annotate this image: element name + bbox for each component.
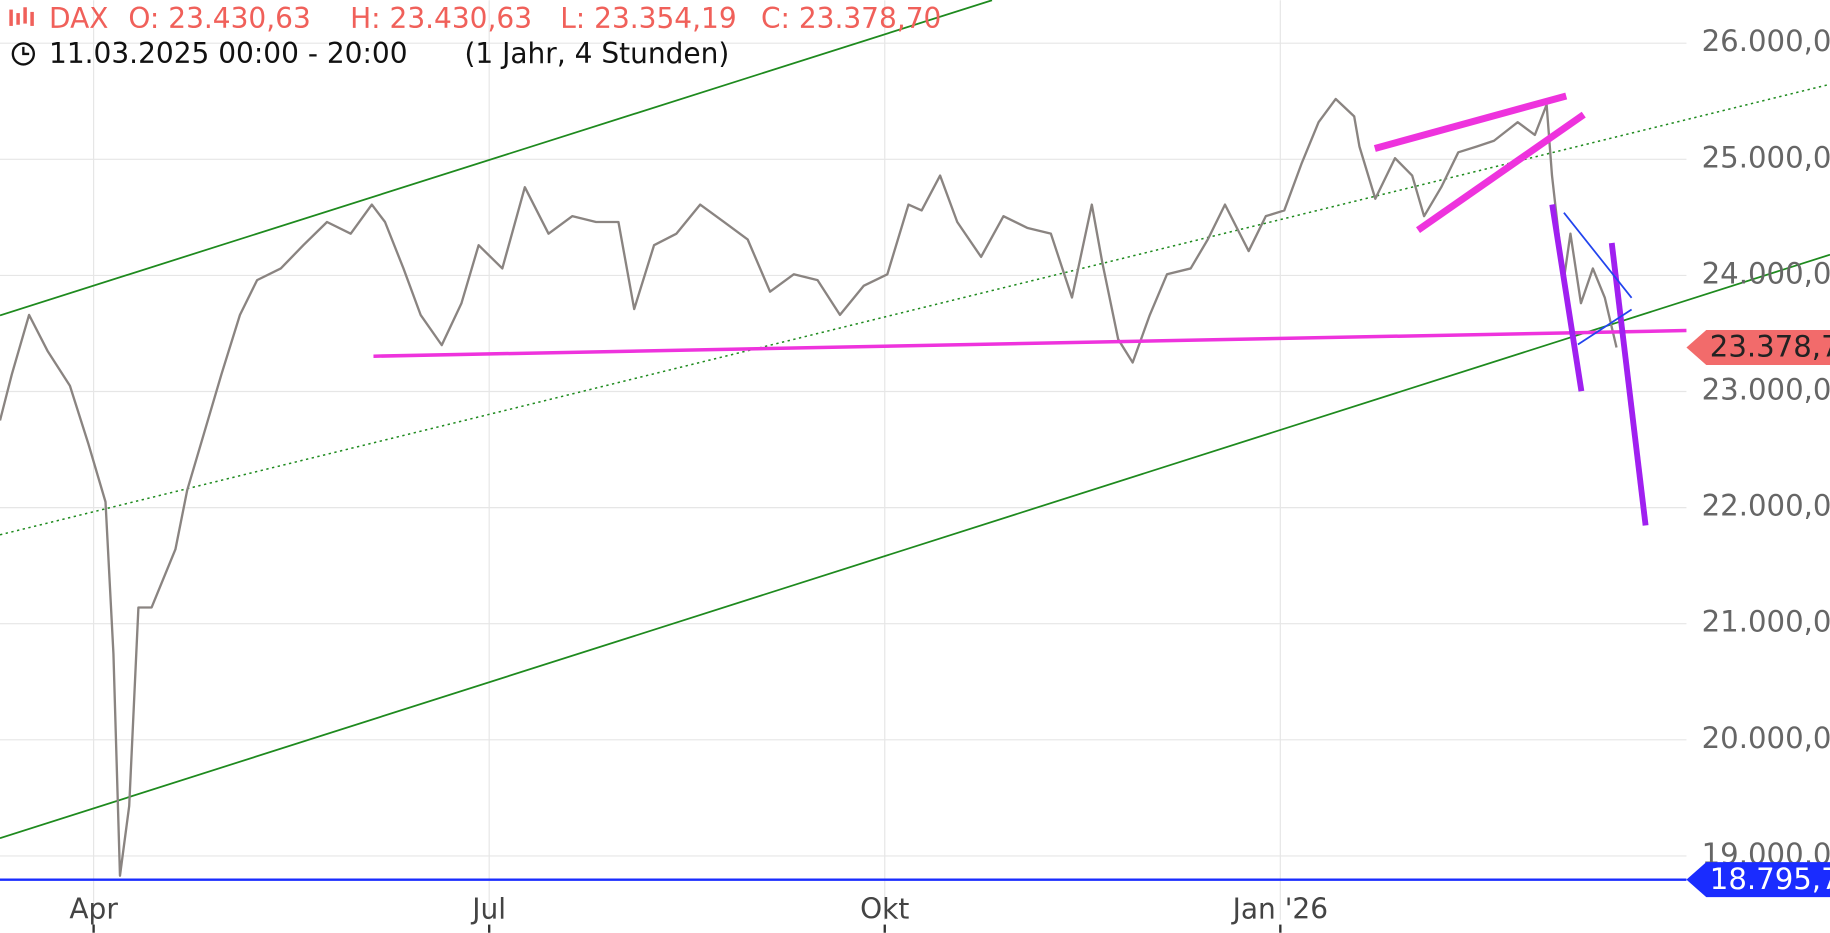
support-line [373,328,1687,358]
ohlc-low: L: 23.354,19 [560,2,736,35]
price-tag-label: 18.795,7 [1710,862,1830,896]
y-tick-label: 20.000,00 [1702,721,1830,755]
channel-upper [0,0,993,317]
price-tag [1686,330,1830,366]
y-tick-label: 22.000,00 [1702,489,1830,523]
candle-icon [9,7,34,26]
wedge-lower [1416,111,1586,234]
x-tick-label: Okt [860,893,909,926]
y-tick-label: 23.000,00 [1702,373,1830,407]
channel-lower [0,253,1830,840]
drawings [0,0,1830,840]
x-tick-label: Jan '26 [1231,893,1328,926]
price-tag-label: 23.378,70 [1710,330,1830,364]
pennant-line [1563,212,1633,299]
target-line [1608,242,1649,526]
date-range: 11.03.2025 00:00 - 20:00 [49,37,408,70]
grid [0,0,1687,920]
ohlc-high: H: 23.430,63 [350,2,532,35]
symbol: DAX [49,2,108,35]
y-tick-label: 21.000,00 [1702,605,1830,639]
plot [0,97,1687,881]
ohlc-close: C: 23.378,70 [761,2,941,35]
y-tick-label: 26.000,00 [1702,24,1830,58]
clock-hands [22,46,30,56]
price-tag [1686,862,1830,898]
price-line [0,97,1618,877]
channel-mid [0,83,1830,536]
x-tick-label: Apr [69,893,118,926]
axes: 19.000,0020.000,0021.000,0022.000,0023.0… [69,24,1830,933]
wedge-upper [1373,92,1568,152]
target-line [1549,204,1585,392]
y-tick-label: 25.000,00 [1702,140,1830,174]
annotations [373,92,1687,526]
y-tick-label: 24.000,00 [1702,256,1830,290]
x-tick-label: Jul [470,893,506,926]
pennant-line [1577,308,1633,346]
ohlc-open: O: 23.430,63 [128,2,310,35]
period: (1 Jahr, 4 Stunden) [465,37,730,70]
header: DAX O: 23.430,63 H: 23.430,63 L: 23.354,… [9,2,941,70]
clock-icon [11,42,36,66]
